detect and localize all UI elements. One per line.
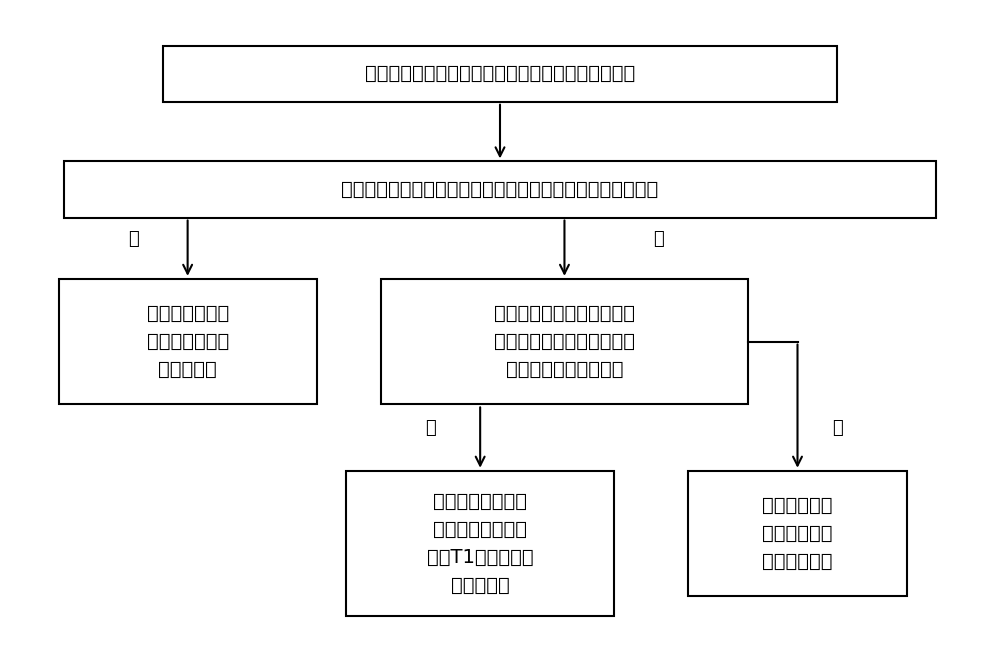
Text: 确定增压直喷发动机的扫气请求工况和扫气允许工况: 确定增压直喷发动机的扫气请求工况和扫气允许工况 [365, 64, 635, 83]
Text: 将增压直喷发动机
至少激活第一预设
时间T1后再退出扫
气激活工况: 将增压直喷发动机 至少激活第一预设 时间T1后再退出扫 气激活工况 [427, 492, 533, 595]
Text: 将增压直喷发
动机立即退出
扫气请求工况: 将增压直喷发 动机立即退出 扫气请求工况 [762, 496, 833, 571]
Text: 判断增压直喷发动机是否均满足扫气请求工况和扫气允许工况: 判断增压直喷发动机是否均满足扫气请求工况和扫气允许工况 [341, 180, 659, 199]
Text: 是: 是 [425, 419, 436, 437]
Text: 立即激活增压直
喷发动机进入扫
气激活工况: 立即激活增压直 喷发动机进入扫 气激活工况 [146, 304, 229, 379]
FancyBboxPatch shape [163, 46, 837, 102]
FancyBboxPatch shape [64, 161, 936, 218]
Text: 进一步判断增压直喷发动机
的对应进程控制是否均处于
扫气激活工况的控制内: 进一步判断增压直喷发动机 的对应进程控制是否均处于 扫气激活工况的控制内 [494, 304, 635, 379]
Text: 否: 否 [832, 419, 843, 437]
FancyBboxPatch shape [381, 279, 748, 405]
Text: 是: 是 [128, 230, 138, 248]
FancyBboxPatch shape [59, 279, 317, 405]
Text: 否: 否 [653, 230, 664, 248]
FancyBboxPatch shape [688, 470, 907, 596]
FancyBboxPatch shape [346, 470, 614, 616]
